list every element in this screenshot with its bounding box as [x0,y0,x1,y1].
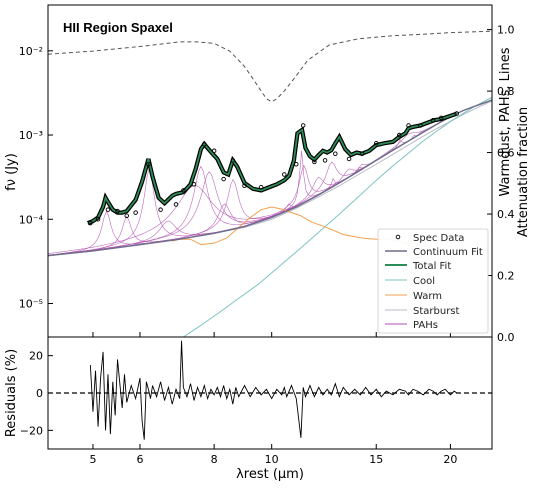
y2-tick-label: 0.0 [497,331,515,344]
spec-data-point [430,117,436,123]
spec-data-point [191,182,197,187]
cool-line [183,96,492,337]
y-tick-label: 10⁻³ [19,129,43,142]
spec-data-point [146,161,151,167]
x-tick-label: 20 [443,453,457,466]
total-fit-line [87,112,458,224]
spectrum-y-ticks: 10⁻⁵ 10⁻⁴ 10⁻³ 10⁻² [19,45,53,310]
spec-data-point [158,207,163,212]
spec-data-point [418,123,423,128]
y-tick-label: 10⁻² [19,45,43,58]
spec-data-point [397,132,402,138]
spec-data-point [312,159,317,165]
spec-data-point [373,140,379,146]
residual-y-tick-label: −20 [20,424,43,437]
spec-data-point [300,123,306,128]
spec-data-point [346,156,352,162]
legend-box [377,228,489,334]
legend-label-spec-data: Spec Data [413,233,464,244]
y2-tick-label: 1.0 [497,24,515,37]
legend-label-total-fit: Total Fit [412,261,451,272]
y-tick-label: 10⁻⁴ [19,213,44,226]
spec-data-point [211,148,217,154]
spec-data-point [115,208,120,214]
legend-label-cool: Cool [413,276,435,287]
x-axis-label: λrest (μm) [236,467,304,482]
legend-label-continuum-fit: Continuum Fit [413,247,483,258]
spec-data-point [242,183,247,188]
residuals-panel: −20 0 20 5 6 8 10 15 20 Residuals (%) λrest (μm… [4,336,493,482]
spectrum-series-group [48,30,492,337]
spec-data-point [230,158,236,163]
legend-label-warm: Warm [413,291,442,302]
spec-data-point [406,123,411,128]
attenuation-y-axis-sublabel: Warmdust, PAHs, Lines [498,47,513,196]
x-tick-label: 8 [211,453,218,466]
spec-data-point [181,188,186,193]
legend: Spec Data Continuum Fit Total Fit Cool W… [377,228,489,334]
y-tick-label: 10⁻⁵ [19,297,43,310]
spec-data-point [124,213,129,219]
y2-tick-label: 0.6 [497,147,515,160]
spec-data-point [359,151,365,156]
y2-tick-label: 0.4 [497,208,515,221]
spectrum-panel: 10⁻⁵ 10⁻⁴ 10⁻³ 10⁻² 0.0 0.2 0.4 0.6 0.8 1.0 HII … [4,4,531,344]
attenuation-line [48,30,492,103]
spec-data-point [133,210,138,215]
spec-data-point [258,184,264,190]
residuals-series-group [48,340,492,440]
spec-data-point [454,111,460,116]
spec-data-point [95,217,101,222]
spec-data-point [438,115,444,121]
attenuation-y-axis-label: Attenuation fraction [516,107,531,237]
spec-data-point [88,220,93,226]
y2-tick-label: 0.2 [497,270,515,283]
chart-title: HII Region Spaxel [63,20,173,35]
spec-data-point [173,202,179,207]
legend-swatch-spec-data [395,234,401,240]
spec-data-points [88,111,460,226]
attenuation-y-ticks: 0.0 0.2 0.4 0.6 0.8 1.0 [487,24,515,344]
spec-data-point [282,172,287,177]
residuals-y-ticks: −20 0 20 [20,350,53,437]
x-tick-label: 15 [369,453,383,466]
x-tick-label: 5 [89,453,96,466]
residuals-x-ticks: 5 6 8 10 15 20 [89,444,457,466]
residual-y-tick-label: 20 [29,350,43,363]
spec-data-point [202,141,207,147]
legend-label-starburst: Starburst [413,306,460,317]
x-tick-label: 6 [136,453,143,466]
spec-data-point [221,176,226,182]
spec-data-point [333,151,338,156]
spectrum-y-axis-label: fν (Jy) [4,153,19,191]
x-tick-label: 10 [265,453,279,466]
residuals-line [89,340,458,440]
residuals-y-axis-label: Residuals (%) [4,349,19,437]
y2-tick-label: 0.8 [497,85,515,98]
spec-data-point [105,207,111,212]
spec-data-point [322,158,328,163]
legend-label-pahs: PAHs [413,320,438,331]
spec-data-point [294,161,299,167]
residual-y-tick-label: 0 [36,387,43,400]
